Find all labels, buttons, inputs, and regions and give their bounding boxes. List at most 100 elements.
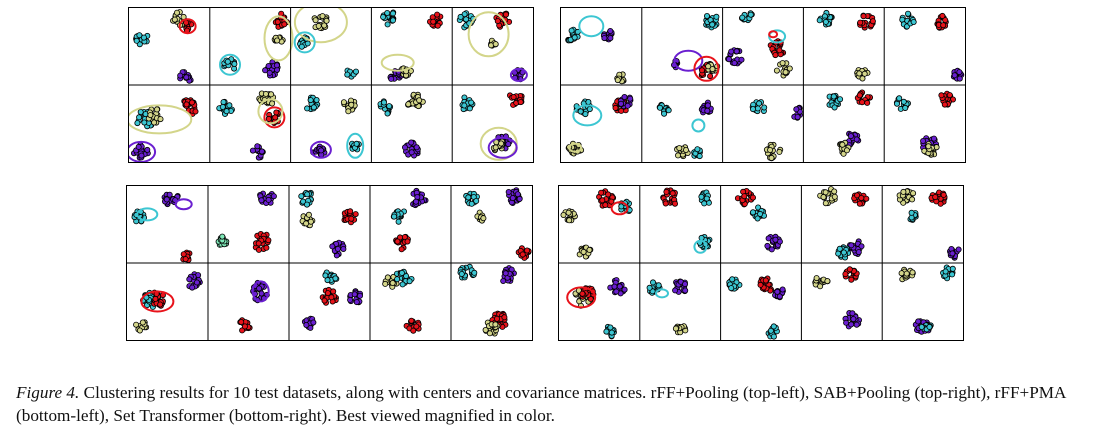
- covariance-ellipse: [178, 18, 197, 35]
- scatter-point: [824, 278, 831, 285]
- scatter-point: [401, 144, 408, 151]
- scatter-point: [586, 106, 593, 113]
- scatter-point: [856, 200, 863, 207]
- scatter-point: [837, 96, 844, 103]
- scatter-point: [398, 269, 405, 276]
- scatter-point: [500, 278, 507, 285]
- scatter-point: [676, 145, 683, 152]
- scatter-point: [384, 110, 391, 117]
- scatter-point: [273, 62, 280, 69]
- scatter-point: [941, 101, 948, 108]
- scatter-point: [384, 21, 391, 28]
- covariance-ellipse: [263, 106, 286, 129]
- scatter-point: [698, 67, 705, 74]
- scatter-point: [949, 250, 956, 257]
- scatter-point: [408, 317, 415, 324]
- scatter-point: [955, 246, 962, 253]
- scatter-point: [517, 99, 524, 106]
- scatter-point: [612, 104, 619, 111]
- scatter-point: [332, 275, 339, 282]
- scatter-point: [138, 152, 145, 159]
- scatter-point: [704, 102, 711, 109]
- scatter-point: [836, 245, 843, 252]
- scatter-point: [193, 279, 200, 286]
- scatter-point: [843, 319, 850, 326]
- scatter-point: [281, 21, 288, 28]
- scatter-point: [694, 146, 701, 153]
- scatter-point: [328, 294, 335, 301]
- scatter-point: [772, 236, 779, 243]
- scatter-point: [614, 77, 621, 84]
- scatter-point: [776, 148, 783, 155]
- scatter-point: [709, 21, 716, 28]
- scatter-point: [915, 318, 922, 325]
- scatter-point: [140, 34, 147, 41]
- scatter-point: [749, 106, 756, 113]
- scatter-point: [582, 111, 589, 118]
- scatter-point: [749, 194, 756, 201]
- scatter-point: [856, 70, 863, 77]
- scatter-point: [794, 114, 801, 121]
- scatter-point: [524, 247, 531, 254]
- scatter-point: [698, 234, 705, 241]
- scatter-point: [675, 152, 682, 159]
- scatter-point: [842, 271, 849, 278]
- scatter-point: [347, 296, 354, 303]
- scatter-point: [408, 139, 415, 146]
- scatter-point: [310, 104, 317, 111]
- scatter-point: [918, 323, 925, 330]
- scatter-point: [757, 281, 764, 288]
- scatter-point: [394, 238, 401, 245]
- scatter-point: [307, 324, 314, 331]
- scatter-point: [776, 293, 783, 300]
- scatter-point: [908, 209, 915, 216]
- caption-text: Clustering results for 10 test datasets,…: [16, 383, 1066, 425]
- scatter-point: [163, 196, 170, 203]
- scatter-point: [849, 310, 856, 317]
- scatter-point: [682, 281, 689, 288]
- scatter-point: [605, 191, 612, 198]
- scatter-point: [860, 13, 867, 20]
- scatter-point: [189, 284, 196, 291]
- scatter-point: [618, 203, 625, 210]
- covariance-ellipse: [566, 286, 597, 309]
- scatter-point: [258, 197, 265, 204]
- scatter-point: [773, 67, 780, 74]
- scatter-point: [192, 108, 199, 115]
- scatter-point: [303, 201, 310, 208]
- covariance-ellipse: [251, 280, 270, 303]
- scatter-point: [389, 10, 396, 17]
- scatter-point: [182, 256, 189, 263]
- scatter-point: [151, 119, 158, 126]
- scatter-point: [904, 10, 911, 17]
- scatter-point: [133, 321, 140, 328]
- panel-sab-pooling-plot: [560, 7, 966, 163]
- scatter-point: [384, 10, 391, 16]
- scatter-point: [171, 16, 178, 23]
- scatter-point: [344, 71, 351, 78]
- scatter-point: [624, 102, 631, 109]
- scatter-point: [940, 22, 947, 29]
- scatter-point: [608, 198, 615, 205]
- scatter-point: [189, 99, 196, 106]
- scatter-point: [471, 269, 478, 276]
- scatter-point: [408, 149, 415, 156]
- scatter-point: [683, 146, 690, 153]
- scatter-point: [413, 323, 420, 330]
- scatter-point: [380, 14, 387, 20]
- scatter-point: [701, 200, 708, 207]
- scatter-point: [498, 140, 505, 147]
- scatter-point: [482, 326, 489, 333]
- scatter-point: [618, 100, 625, 107]
- scatter-point: [274, 37, 281, 44]
- scatter-point: [263, 244, 270, 251]
- covariance-ellipse: [487, 136, 518, 159]
- scatter-point: [382, 280, 389, 287]
- scatter-point: [949, 271, 956, 278]
- scatter-point: [607, 324, 614, 331]
- scatter-point: [493, 315, 500, 322]
- scatter-point: [135, 143, 142, 150]
- scatter-point: [386, 103, 393, 110]
- scatter-point: [255, 246, 262, 253]
- scatter-point: [672, 325, 679, 332]
